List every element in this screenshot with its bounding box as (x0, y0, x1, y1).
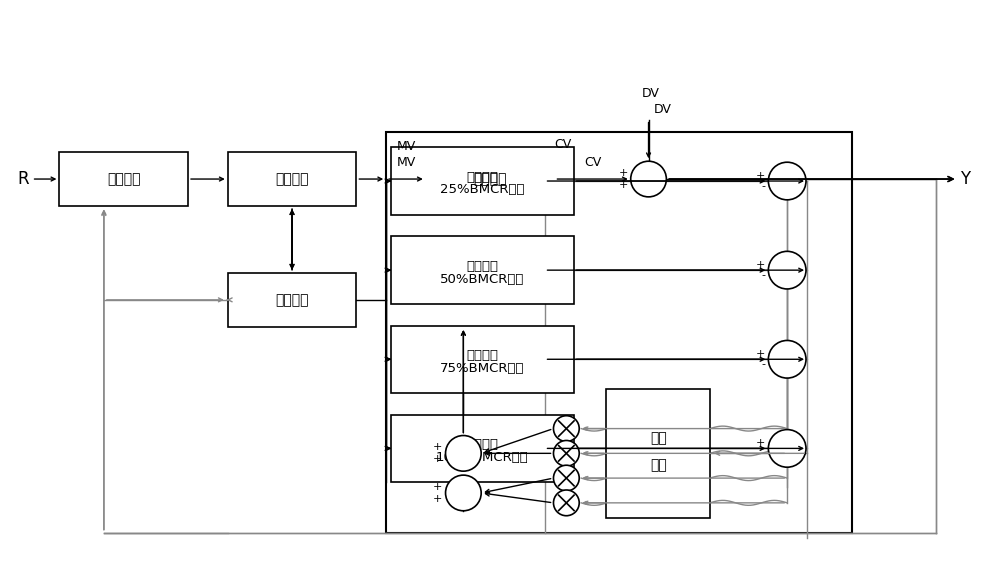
Bar (59, 152, 188, 206)
Text: +: + (756, 171, 765, 181)
Circle shape (553, 490, 579, 516)
Text: CV: CV (584, 156, 601, 169)
Text: +: + (756, 260, 765, 270)
Circle shape (768, 340, 806, 378)
Bar (606, 389, 710, 518)
Circle shape (553, 441, 579, 466)
Text: 75%BMCR模型: 75%BMCR模型 (440, 362, 524, 374)
Bar (391, 148, 574, 215)
Circle shape (768, 251, 806, 289)
Text: 机组对象: 机组对象 (466, 260, 498, 272)
Text: MV: MV (396, 156, 416, 169)
Circle shape (768, 430, 806, 467)
Bar (228, 152, 356, 206)
Text: 50%BMCR模型: 50%BMCR模型 (440, 272, 524, 286)
Text: MV: MV (396, 140, 416, 153)
Circle shape (553, 416, 579, 441)
Text: +: + (433, 482, 443, 492)
Text: 机组对象: 机组对象 (466, 349, 498, 362)
Circle shape (446, 475, 481, 511)
Circle shape (631, 161, 666, 197)
Text: -: - (761, 359, 765, 369)
Text: -: - (761, 449, 765, 458)
Text: 逻辑: 逻辑 (650, 458, 667, 472)
Text: 机组对象: 机组对象 (466, 170, 498, 184)
Text: 机组对象: 机组对象 (466, 438, 498, 451)
Text: 100%BMCR模型: 100%BMCR模型 (436, 451, 529, 464)
Text: +: + (433, 442, 443, 453)
Text: R: R (17, 170, 29, 188)
Bar (426, 152, 554, 206)
Text: +: + (618, 180, 628, 190)
Circle shape (553, 465, 579, 491)
Text: 参考轨迹: 参考轨迹 (107, 172, 140, 186)
Text: 滚动优化: 滚动优化 (275, 172, 309, 186)
Bar (228, 272, 356, 327)
Bar (391, 237, 574, 304)
Text: Y: Y (960, 170, 970, 188)
Circle shape (768, 162, 806, 200)
Text: -: - (761, 270, 765, 280)
Circle shape (446, 435, 481, 471)
Text: +: + (433, 454, 443, 465)
Text: 机组对象: 机组对象 (473, 172, 507, 186)
Text: +: + (756, 438, 765, 449)
Text: DV: DV (642, 87, 659, 100)
Bar (391, 325, 574, 393)
Text: -: - (761, 181, 765, 191)
Bar (391, 415, 574, 482)
Text: 25%BMCR模型: 25%BMCR模型 (440, 184, 524, 197)
Text: +: + (618, 168, 628, 178)
Text: 插值: 插值 (650, 431, 667, 446)
Text: +: + (756, 349, 765, 359)
Text: 预测模型: 预测模型 (275, 293, 309, 307)
Text: +: + (433, 494, 443, 504)
Bar (386, 132, 852, 532)
Text: DV: DV (653, 103, 671, 116)
Text: CV: CV (554, 138, 571, 151)
